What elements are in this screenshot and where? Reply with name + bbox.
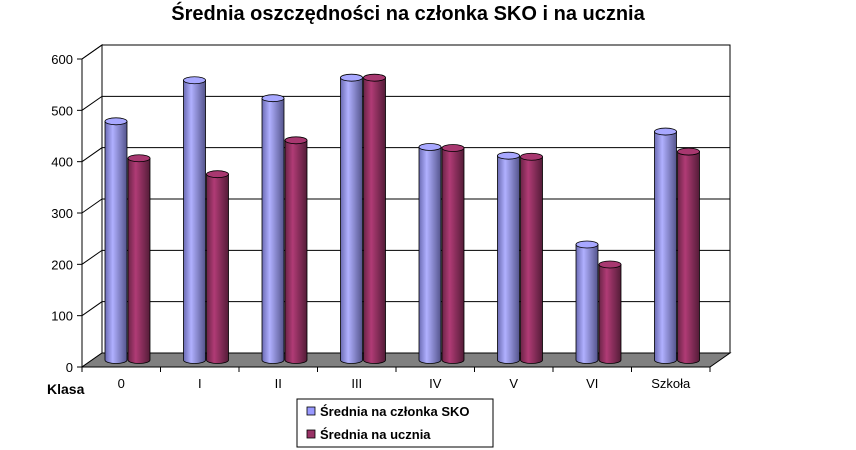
bar-uczen-6 xyxy=(598,260,622,364)
chart-title: Średnia oszczędności na członka SKO i na… xyxy=(171,1,645,25)
bar-uczen-4 xyxy=(441,144,465,364)
x-axis-title: Klasa xyxy=(47,381,85,397)
legend-label-1: Średnia na członka SKO xyxy=(320,404,470,419)
y-tick-label: 0 xyxy=(66,360,73,375)
gridline xyxy=(81,44,730,60)
y-tick-label: 500 xyxy=(51,103,73,118)
y-tick-label: 200 xyxy=(51,257,73,272)
x-tick-label: Szkoła xyxy=(651,376,691,391)
legend-swatch-1 xyxy=(306,406,316,416)
legend-box xyxy=(296,398,494,448)
bar-uczen-1 xyxy=(206,170,229,364)
bar-uczen-3 xyxy=(363,73,386,364)
bar-sko-0 xyxy=(104,117,128,364)
gridline xyxy=(81,95,730,111)
plot-area xyxy=(80,44,732,368)
bar-uczen-2 xyxy=(284,136,308,364)
x-tick-label: V xyxy=(509,376,518,391)
gridline xyxy=(81,147,730,163)
bar-uczen-0 xyxy=(127,154,151,364)
x-tick-label: IV xyxy=(429,376,442,391)
y-tick-label: 300 xyxy=(51,206,73,221)
bar-sko-6 xyxy=(575,240,599,364)
bars xyxy=(104,73,700,364)
bar-uczen-5 xyxy=(520,152,543,364)
floor xyxy=(80,352,732,368)
x-tick-label: I xyxy=(198,376,202,391)
bar-sko-5 xyxy=(497,151,520,364)
bar-sko-1 xyxy=(183,76,206,364)
x-tick-label: VI xyxy=(586,376,598,391)
y-tick-label: 600 xyxy=(51,52,73,67)
bar-uczen-7 xyxy=(677,147,700,364)
y-tick-label: 400 xyxy=(51,155,73,170)
x-tick-label: III xyxy=(351,376,362,391)
legend: Średnia na członka SKO Średnia na ucznia xyxy=(296,398,494,448)
bar-sko-7 xyxy=(654,127,677,364)
y-axis: 0 100 200 300 400 500 600 xyxy=(51,52,83,375)
bar-sko-4 xyxy=(418,143,442,364)
legend-swatch-2 xyxy=(306,429,316,439)
y-tick-label: 100 xyxy=(51,309,73,324)
x-tick-label: II xyxy=(275,376,282,391)
bar-sko-3 xyxy=(340,73,363,364)
x-axis: 0 I II III IV V VI Szkoła xyxy=(81,366,711,391)
bar-sko-2 xyxy=(261,94,285,364)
x-tick-label: 0 xyxy=(118,376,125,391)
legend-label-2: Średnia na ucznia xyxy=(320,427,431,442)
